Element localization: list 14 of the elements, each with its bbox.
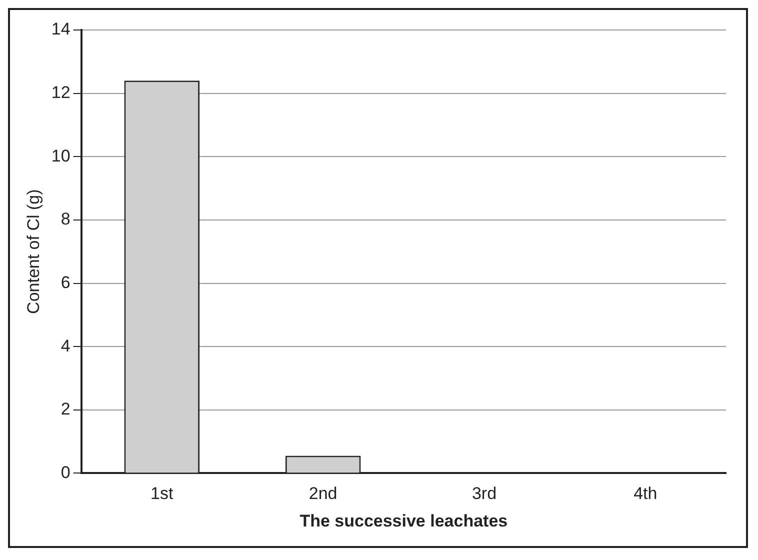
x-tick-label: 2nd xyxy=(308,484,338,504)
y-tick-label: 2 xyxy=(60,400,70,419)
y-tick-label: 14 xyxy=(51,20,70,39)
x-tick-label: 1st xyxy=(150,484,174,504)
y-tick-label: 4 xyxy=(60,336,70,356)
y-tick-label: 6 xyxy=(60,272,70,292)
x-tick-label: 4th xyxy=(634,484,658,504)
y-tick-label: 10 xyxy=(51,146,70,166)
x-tick-label: 3rd xyxy=(472,484,497,504)
y-axis-title: Content of Cl (g) xyxy=(24,189,43,314)
y-tick-label: 12 xyxy=(51,83,70,102)
x-axis-title: The successive leachates xyxy=(300,511,508,530)
y-tick-label: 8 xyxy=(60,210,70,229)
y-tick-label: 0 xyxy=(60,462,70,482)
